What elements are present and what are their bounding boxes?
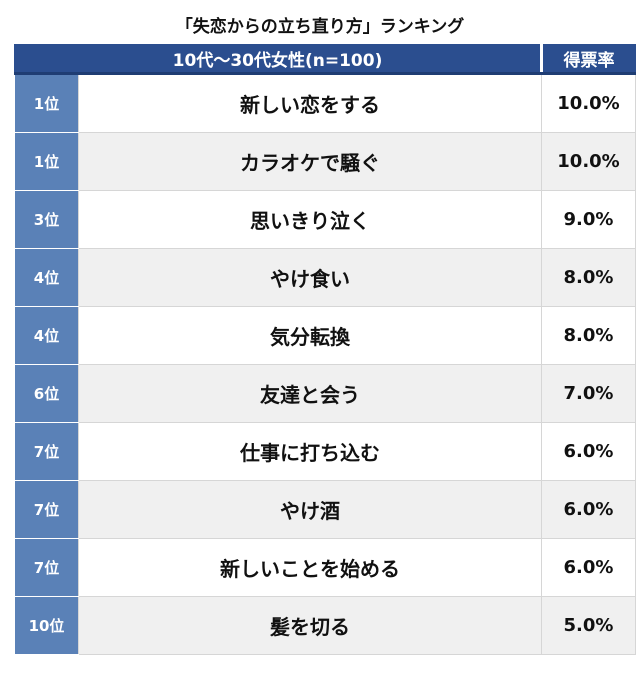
rate-cell: 6.0%	[541, 422, 636, 481]
item-label-cell: 仕事に打ち込む	[78, 422, 542, 481]
rank-cell: 1位	[14, 73, 79, 133]
rate-cell: 10.0%	[541, 73, 636, 133]
table-header-row: 10代〜30代女性(n=100) 得票率	[14, 44, 636, 75]
rate-cell: 7.0%	[541, 364, 636, 423]
table-row: 1位 新しい恋をする 10.0%	[14, 73, 636, 133]
rate-cell: 6.0%	[541, 480, 636, 539]
table-row: 7位 やけ酒 6.0%	[14, 480, 636, 539]
chart-title: 「失恋からの立ち直り方」ランキング	[175, 17, 465, 37]
table-row: 6位 友達と会う 7.0%	[14, 364, 636, 423]
item-label-cell: 新しいことを始める	[78, 538, 542, 597]
item-label-cell: 友達と会う	[78, 364, 542, 423]
table-row: 7位 仕事に打ち込む 6.0%	[14, 422, 636, 481]
item-label-cell: やけ食い	[78, 248, 542, 307]
rate-cell: 10.0%	[541, 132, 636, 191]
rank-cell: 10位	[14, 596, 79, 655]
rank-cell: 4位	[14, 248, 79, 307]
table-body: 1位 新しい恋をする 10.0% 1位 カラオケで騒ぐ 10.0% 3位 思いきり泣く 9.0%…	[14, 73, 636, 655]
table-row: 1位 カラオケで騒ぐ 10.0%	[14, 132, 636, 191]
item-label-cell: 気分転換	[78, 306, 542, 365]
rank-cell: 7位	[14, 422, 79, 481]
rate-cell: 9.0%	[541, 190, 636, 249]
table-row: 3位 思いきり泣く 9.0%	[14, 190, 636, 249]
item-label-cell: やけ酒	[78, 480, 542, 539]
rank-cell: 4位	[14, 306, 79, 365]
group-header: 10代〜30代女性(n=100)	[14, 44, 542, 75]
rank-cell: 7位	[14, 480, 79, 539]
table-row: 10位 髪を切る 5.0%	[14, 596, 636, 655]
rank-cell: 3位	[14, 190, 79, 249]
item-label-cell: 新しい恋をする	[78, 73, 542, 133]
table-row: 7位 新しいことを始める 6.0%	[14, 538, 636, 597]
rate-cell: 8.0%	[541, 306, 636, 365]
table-row: 4位 気分転換 8.0%	[14, 306, 636, 365]
table-row: 4位 やけ食い 8.0%	[14, 248, 636, 307]
rate-cell: 8.0%	[541, 248, 636, 307]
rank-cell: 6位	[14, 364, 79, 423]
item-label-cell: 髪を切る	[78, 596, 542, 655]
rate-cell: 6.0%	[541, 538, 636, 597]
rank-cell: 1位	[14, 132, 79, 191]
ranking-table: 10代〜30代女性(n=100) 得票率 1位 新しい恋をする 10.0% 1位 カラオ…	[14, 44, 636, 655]
rate-cell: 5.0%	[541, 596, 636, 655]
item-label-cell: カラオケで騒ぐ	[78, 132, 542, 191]
rate-header: 得票率	[540, 44, 636, 75]
item-label-cell: 思いきり泣く	[78, 190, 542, 249]
rank-cell: 7位	[14, 538, 79, 597]
